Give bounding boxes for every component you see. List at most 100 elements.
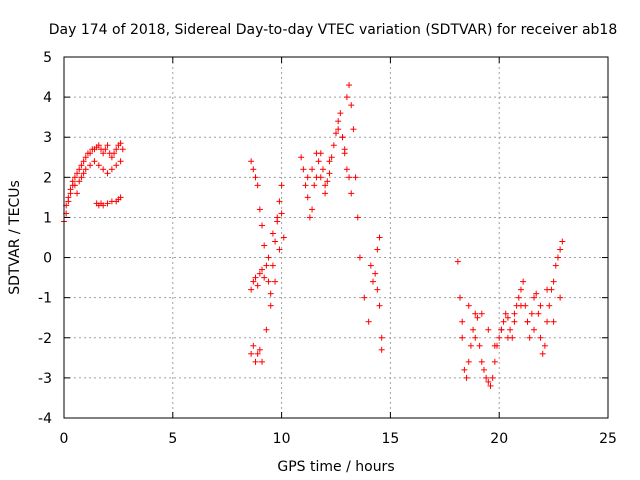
data-point — [326, 170, 333, 177]
data-point — [524, 318, 531, 325]
data-point — [322, 182, 329, 189]
data-point — [263, 262, 270, 269]
data-point — [535, 310, 542, 317]
y-tick-label: 1 — [43, 210, 52, 226]
data-point — [348, 102, 355, 109]
data-point — [374, 286, 381, 293]
data-point — [533, 290, 540, 297]
data-point — [71, 174, 78, 181]
data-point — [302, 182, 309, 189]
data-point — [311, 182, 318, 189]
data-point — [102, 146, 109, 153]
data-point — [330, 142, 337, 149]
data-point — [104, 170, 111, 177]
data-point — [259, 266, 266, 273]
data-point — [544, 286, 551, 293]
y-tick-label: 2 — [43, 170, 52, 186]
data-point — [487, 382, 494, 389]
data-point — [346, 82, 353, 89]
data-point — [374, 246, 381, 253]
data-point — [248, 158, 255, 165]
data-point — [248, 286, 255, 293]
data-point — [82, 166, 89, 173]
data-point — [348, 190, 355, 197]
data-point — [550, 318, 557, 325]
data-point — [356, 254, 363, 261]
data-point — [263, 326, 270, 333]
data-point — [250, 342, 257, 349]
data-point — [76, 166, 83, 173]
data-point — [265, 254, 272, 261]
data-point — [504, 334, 511, 341]
data-point — [339, 134, 346, 141]
data-point — [465, 302, 472, 309]
data-point — [256, 206, 263, 213]
data-point — [367, 262, 374, 269]
data-point — [483, 374, 490, 381]
data-point — [309, 166, 316, 173]
data-point — [100, 202, 107, 209]
data-point — [352, 174, 359, 181]
data-point — [372, 270, 379, 277]
data-point — [276, 198, 283, 205]
data-point — [465, 358, 472, 365]
series-segment-1 — [61, 140, 126, 225]
points-layer — [61, 82, 566, 389]
data-point — [517, 302, 524, 309]
data-point — [341, 146, 348, 153]
data-point — [498, 326, 505, 333]
data-point — [252, 274, 259, 281]
data-point — [343, 166, 350, 173]
data-point — [319, 166, 326, 173]
data-point — [550, 278, 557, 285]
data-point — [309, 206, 316, 213]
data-point — [254, 350, 261, 357]
y-tick-label: 4 — [43, 90, 52, 106]
data-point — [457, 294, 464, 301]
data-point — [74, 170, 81, 177]
data-point — [511, 310, 518, 317]
grid-layer — [64, 57, 608, 418]
data-point — [71, 182, 78, 189]
data-point — [254, 282, 261, 289]
data-point — [537, 302, 544, 309]
x-tick-label: 15 — [381, 431, 399, 447]
data-point — [304, 194, 311, 201]
data-point — [541, 342, 548, 349]
series-segment-3 — [298, 82, 385, 353]
data-point — [78, 174, 85, 181]
data-point — [304, 174, 311, 181]
x-axis-label: GPS time / hours — [277, 459, 394, 475]
data-point — [259, 222, 266, 229]
data-point — [274, 214, 281, 221]
data-point — [272, 278, 279, 285]
data-point — [485, 378, 492, 385]
data-point — [248, 350, 255, 357]
data-point — [461, 366, 468, 373]
data-point — [104, 142, 111, 149]
data-point — [376, 234, 383, 241]
y-tick-label: 0 — [43, 251, 52, 267]
data-point — [95, 162, 102, 169]
data-point — [335, 118, 342, 125]
data-point — [278, 210, 285, 217]
data-point — [354, 214, 361, 221]
data-point — [459, 334, 466, 341]
data-point — [65, 194, 72, 201]
data-point — [489, 374, 496, 381]
y-tick-label: -3 — [38, 371, 52, 387]
x-tick-label: 10 — [273, 431, 291, 447]
data-point — [350, 126, 357, 133]
data-point — [269, 262, 276, 269]
data-point — [100, 150, 107, 157]
data-point — [554, 254, 561, 261]
data-point — [361, 294, 368, 301]
data-point — [333, 130, 339, 137]
data-point — [515, 294, 522, 301]
data-point — [74, 190, 81, 197]
data-point — [250, 166, 257, 173]
data-point — [254, 182, 261, 189]
data-point — [520, 278, 527, 285]
plot-frame — [63, 56, 609, 419]
y-tick-label: -4 — [38, 411, 52, 427]
